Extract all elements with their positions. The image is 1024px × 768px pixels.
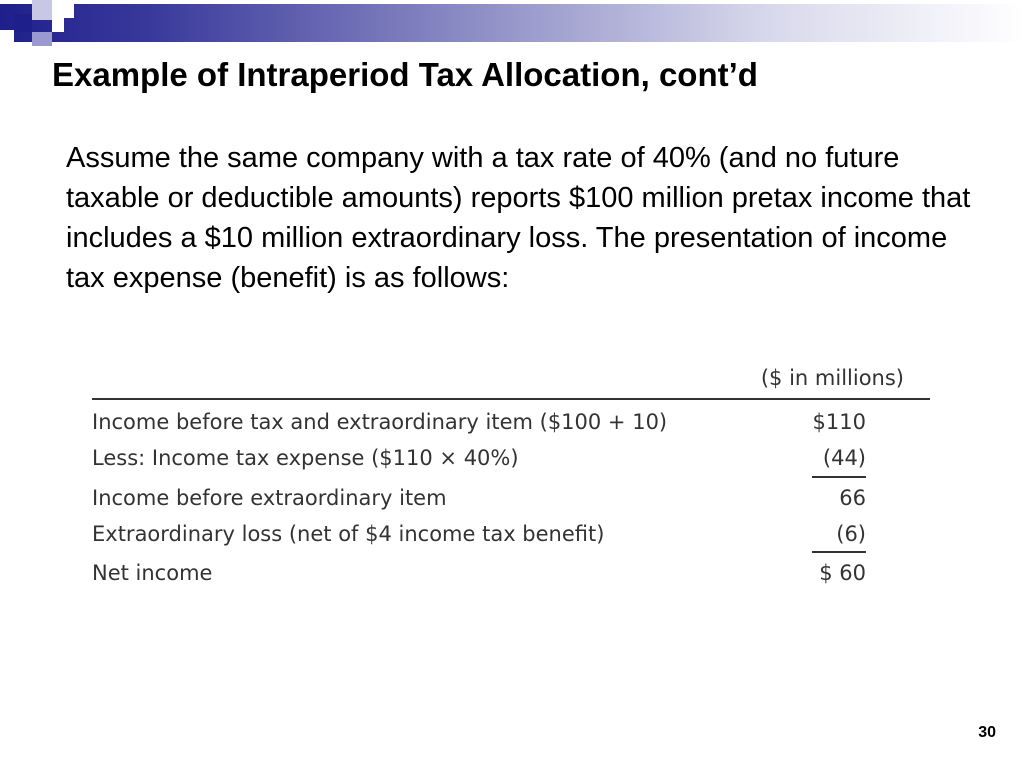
decorative-square (32, 0, 52, 20)
decorative-square (14, 14, 32, 32)
income-statement-table: ($ in millions) Income before tax and ex… (92, 364, 932, 594)
unit-header: ($ in millions) (760, 366, 904, 390)
decorative-square (52, 0, 74, 18)
table-row-label: Income before extraordinary item (92, 486, 447, 510)
table-row-value: (44) (822, 446, 866, 470)
page-number: 30 (978, 724, 996, 741)
slide-body-text: Assume the same company with a tax rate … (66, 142, 971, 294)
table-row-label: Net income (92, 561, 213, 585)
table-rule (92, 398, 930, 400)
decorative-square (0, 30, 14, 46)
slide-title: Example of Intraperiod Tax Allocation, c… (52, 56, 758, 93)
table-row-label: Income before tax and extraordinary item… (92, 410, 668, 434)
subtotal-rule (812, 476, 866, 478)
table-row-label: Extraordinary loss (net of $4 income tax… (92, 522, 605, 546)
table-row-label: Less: Income tax expense ($110 × 40%) (92, 446, 519, 470)
table-row-value: (6) (836, 522, 866, 546)
subtotal-rule (812, 551, 866, 553)
table-row-value: $ 60 (819, 561, 866, 585)
table-row-value: $110 (812, 410, 866, 434)
table-row-value: 66 (839, 486, 866, 510)
decorative-square (52, 18, 64, 32)
decorative-square (32, 32, 52, 46)
header-decoration-bar (0, 4, 1024, 42)
